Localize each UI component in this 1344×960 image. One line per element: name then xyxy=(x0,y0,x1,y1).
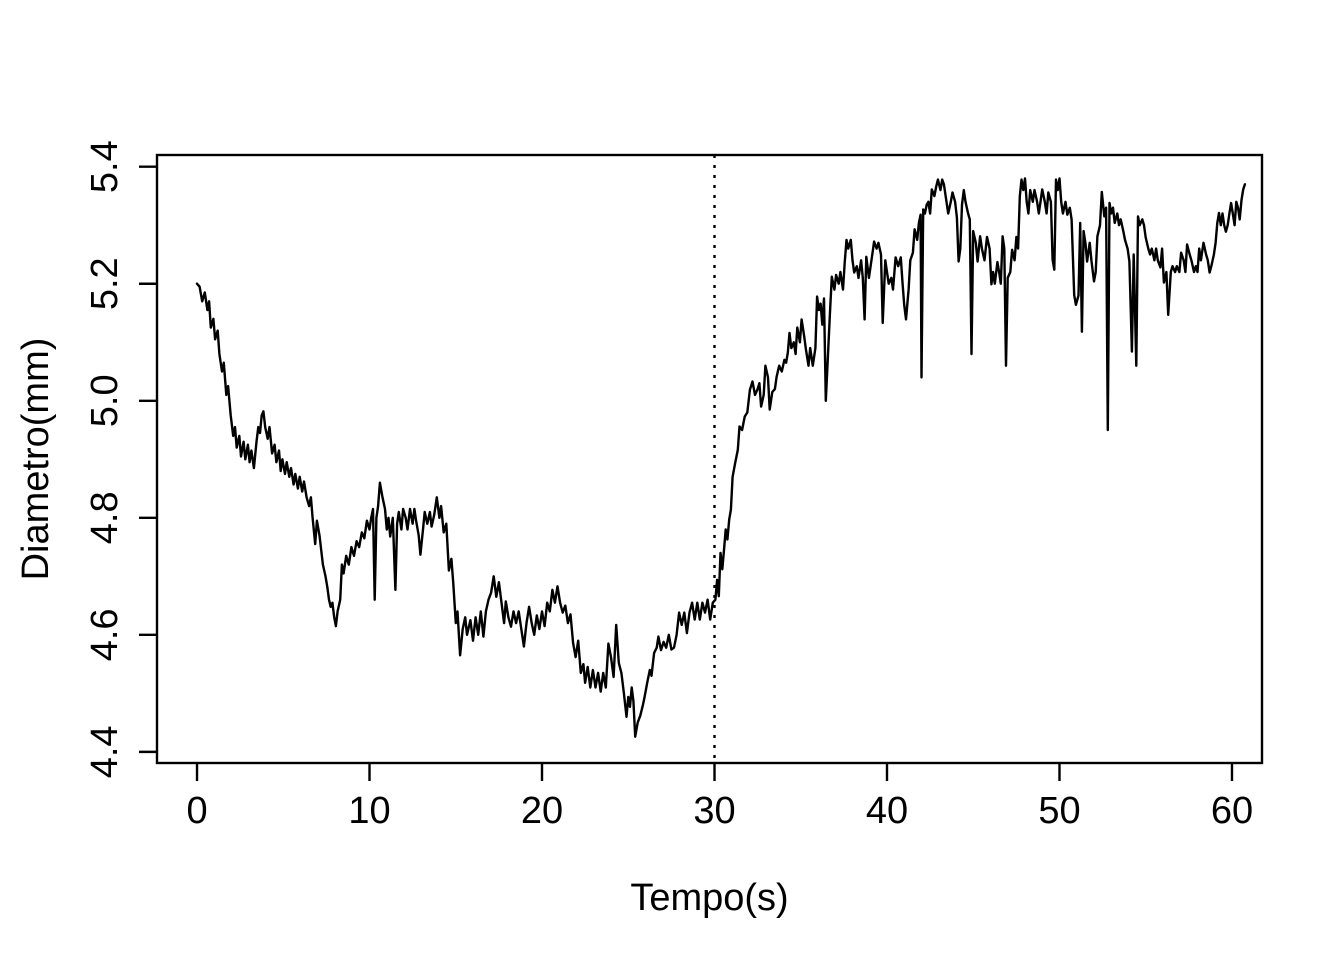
y-axis-label: Diametro(mm) xyxy=(15,338,57,581)
x-tick-label: 50 xyxy=(1038,790,1080,832)
x-tick-labels: 0 10 20 30 40 50 60 xyxy=(186,790,1253,832)
y-tick-labels: 4.4 4.6 4.8 5.0 5.2 5.4 xyxy=(84,140,126,778)
y-tick-label: 4.4 xyxy=(84,725,126,778)
x-tick-label: 0 xyxy=(186,790,207,832)
x-tick-label: 20 xyxy=(521,790,563,832)
diameter-time-series-line xyxy=(195,177,1247,738)
x-tick-label: 60 xyxy=(1211,790,1253,832)
x-tick-label: 30 xyxy=(693,790,735,832)
x-tick-label: 40 xyxy=(866,790,908,832)
y-tick-label: 5.4 xyxy=(84,140,126,193)
plot-box-border xyxy=(155,153,1264,765)
y-tick-label: 5.2 xyxy=(84,257,126,310)
x-axis-label: Tempo(s) xyxy=(630,877,788,919)
y-tick-label: 4.6 xyxy=(84,608,126,661)
x-tick-label: 10 xyxy=(348,790,390,832)
y-tick-label: 4.8 xyxy=(84,491,126,544)
axis-ticks-group xyxy=(139,165,1234,781)
data-trace-group xyxy=(195,177,1247,738)
y-tick-label: 5.0 xyxy=(84,374,126,427)
